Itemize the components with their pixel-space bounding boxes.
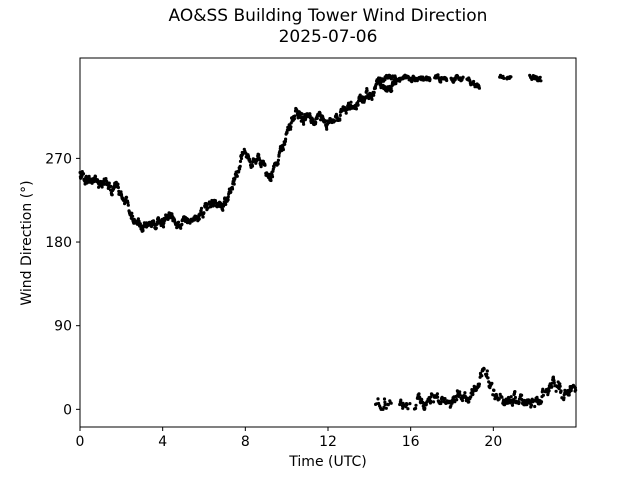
scatter-points [78, 73, 578, 411]
y-axis-ticks: 0 90 180 270 [45, 151, 80, 418]
x-tick-label: 4 [158, 434, 167, 450]
plot-border [79, 57, 577, 428]
y-tick-label: 270 [45, 151, 72, 167]
x-tick-label: 12 [319, 434, 337, 450]
x-axis-ticks: 0 4 8 12 16 20 [76, 427, 502, 450]
chart-subtitle: 2025-07-06 [278, 27, 378, 47]
x-tick-label: 20 [484, 434, 502, 450]
y-tick-label: 180 [45, 235, 72, 251]
x-tick-label: 0 [76, 434, 85, 450]
y-tick-label: 90 [54, 319, 72, 335]
y-axis-label: Wind Direction (°) [19, 180, 35, 306]
x-tick-label: 16 [402, 434, 420, 450]
x-axis-label: Time (UTC) [289, 454, 367, 470]
chart-title: AO&SS Building Tower Wind Direction [168, 6, 488, 26]
y-tick-label: 0 [63, 402, 72, 418]
x-tick-label: 8 [241, 434, 250, 450]
